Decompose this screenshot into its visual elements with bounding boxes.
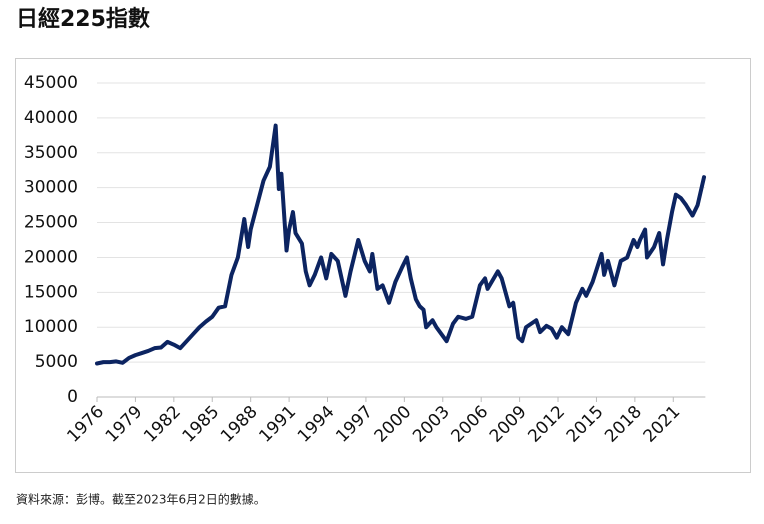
y-tick-label: 40000 [24, 108, 78, 128]
y-tick-label: 5000 [35, 352, 78, 372]
x-tick-label: 2021 [640, 402, 685, 447]
y-tick-label: 25000 [24, 213, 78, 233]
x-tick-label: 2015 [563, 402, 608, 447]
data-line [95, 123, 707, 366]
y-tick-label: 35000 [24, 143, 78, 163]
x-tick-label: 1982 [140, 402, 185, 447]
x-tick-label: 1991 [255, 402, 300, 447]
x-tick-label: 1976 [63, 402, 108, 447]
x-tick-label: 1997 [332, 402, 377, 447]
x-tick-label: 2000 [371, 402, 416, 447]
x-tick-label: 1985 [179, 402, 224, 447]
chart-title: 日經225指數 [16, 6, 150, 32]
x-tick-label: 2006 [448, 402, 493, 447]
y-tick-label: 0 [67, 387, 78, 407]
x-tick-label: 2003 [409, 402, 454, 447]
x-tick-label: 1988 [217, 402, 262, 447]
chart-frame [15, 58, 751, 473]
source-note: 資料來源：彭博。截至2023年6月2日的數據。 [16, 492, 266, 507]
x-tick-label: 1994 [294, 402, 339, 447]
y-tick-label: 45000 [24, 73, 78, 93]
y-tick-label: 10000 [24, 317, 78, 337]
y-tick-label: 30000 [24, 178, 78, 198]
y-tick-label: 20000 [24, 247, 78, 267]
x-tick-label: 1979 [102, 402, 147, 447]
y-tick-label: 15000 [24, 282, 78, 302]
x-tick-label: 2018 [601, 402, 646, 447]
x-tick-label: 2012 [524, 402, 569, 447]
x-tick-label: 2009 [486, 402, 531, 447]
